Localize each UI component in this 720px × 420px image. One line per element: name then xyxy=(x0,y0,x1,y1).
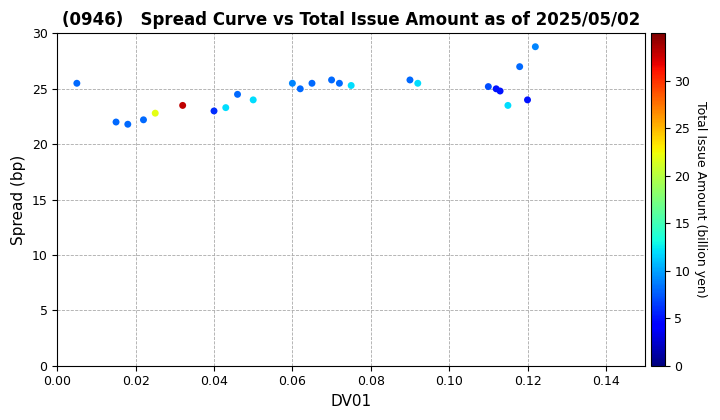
Point xyxy=(326,76,338,83)
Point xyxy=(346,82,357,89)
Point xyxy=(294,85,306,92)
Point xyxy=(208,108,220,114)
Point xyxy=(482,83,494,90)
Point xyxy=(306,80,318,87)
Point xyxy=(138,116,149,123)
Point xyxy=(220,104,232,111)
Point xyxy=(404,76,415,83)
Point xyxy=(514,63,526,70)
Point xyxy=(412,80,423,87)
Point xyxy=(502,102,513,109)
X-axis label: DV01: DV01 xyxy=(330,394,372,409)
Title: (0946)   Spread Curve vs Total Issue Amount as of 2025/05/02: (0946) Spread Curve vs Total Issue Amoun… xyxy=(62,11,640,29)
Point xyxy=(150,110,161,116)
Point xyxy=(177,102,189,109)
Point xyxy=(71,80,83,87)
Point xyxy=(522,97,534,103)
Point xyxy=(110,119,122,126)
Y-axis label: Spread (bp): Spread (bp) xyxy=(11,155,26,245)
Y-axis label: Total Issue Amount (billion yen): Total Issue Amount (billion yen) xyxy=(694,101,707,298)
Point xyxy=(287,80,298,87)
Point xyxy=(232,91,243,98)
Point xyxy=(530,43,541,50)
Point xyxy=(333,80,345,87)
Point xyxy=(490,85,502,92)
Point xyxy=(248,97,259,103)
Point xyxy=(495,88,506,94)
Point xyxy=(122,121,134,128)
